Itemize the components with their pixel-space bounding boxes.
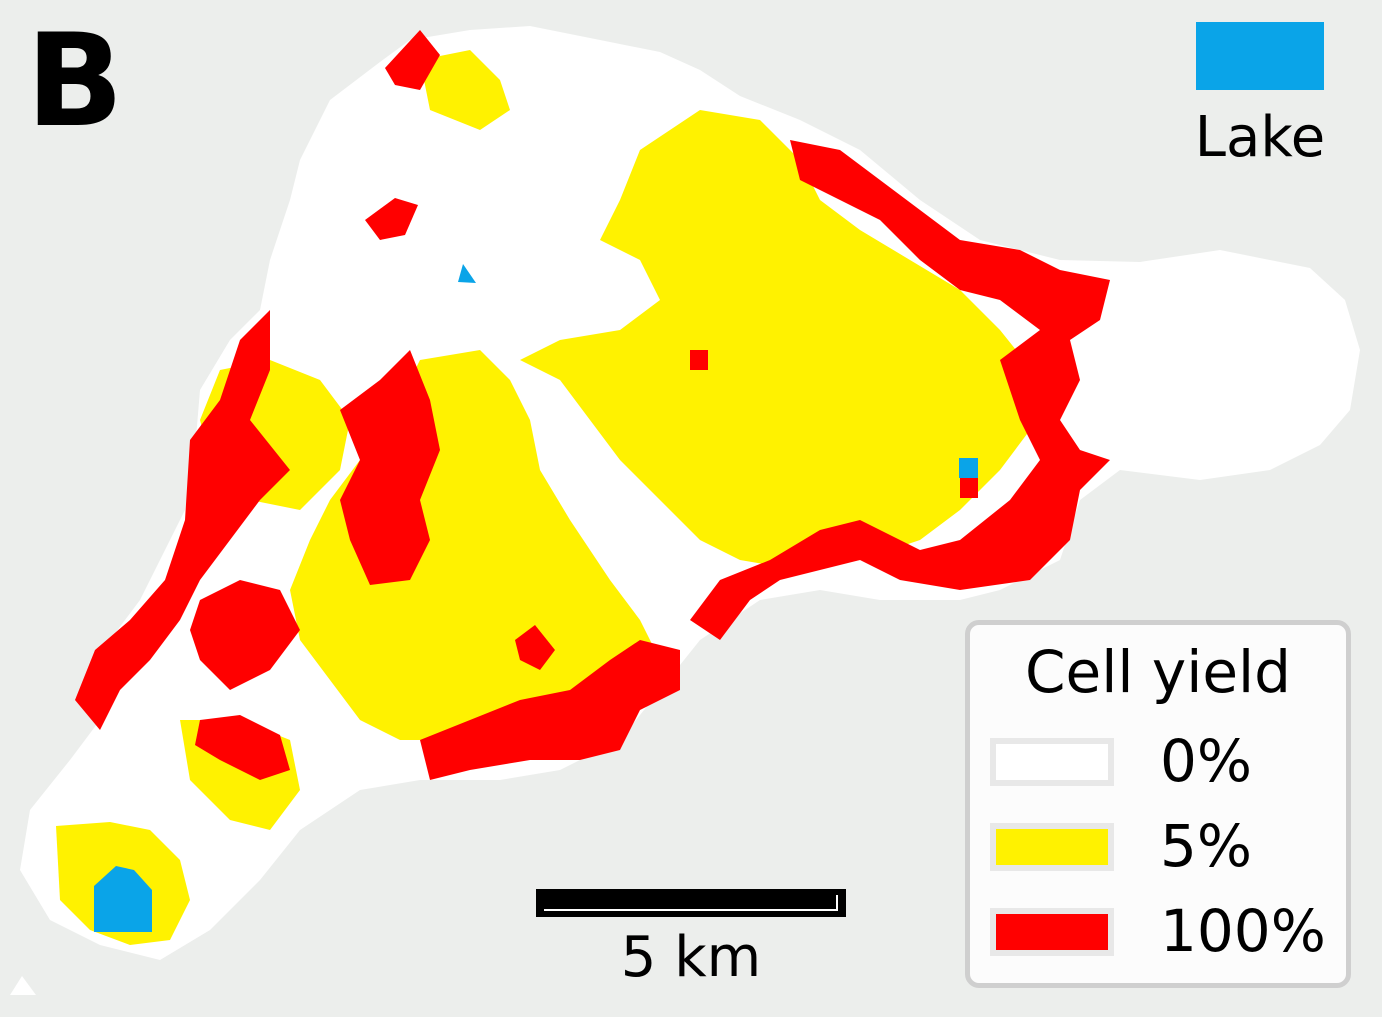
legend-label-0: 0% bbox=[1160, 732, 1252, 790]
legend-label-5: 5% bbox=[1160, 817, 1252, 875]
scale-bar-label: 5 km bbox=[536, 930, 846, 986]
lake-east bbox=[959, 458, 978, 478]
legend-label-100: 100% bbox=[1160, 902, 1326, 960]
legend-entry-0: 0% bbox=[990, 732, 1340, 792]
cell-yield-legend: Cell yield 0% 5% 100% bbox=[965, 620, 1351, 988]
yield-100-cell bbox=[960, 478, 978, 498]
yield-100-cell bbox=[690, 350, 708, 370]
legend-swatch-100 bbox=[990, 908, 1114, 956]
scale-bar bbox=[536, 889, 846, 917]
legend-swatch-5 bbox=[990, 823, 1114, 871]
panel-label: B bbox=[26, 18, 124, 146]
legend-entry-100: 100% bbox=[990, 902, 1340, 962]
lake-legend-swatch bbox=[1196, 22, 1324, 90]
lake-legend-label: Lake bbox=[1190, 110, 1330, 166]
lake-legend: Lake bbox=[1190, 22, 1330, 166]
legend-entry-5: 5% bbox=[990, 817, 1340, 877]
legend-title: Cell yield bbox=[970, 643, 1346, 701]
legend-swatch-0 bbox=[990, 738, 1114, 786]
scale-bar-inner bbox=[544, 895, 838, 911]
